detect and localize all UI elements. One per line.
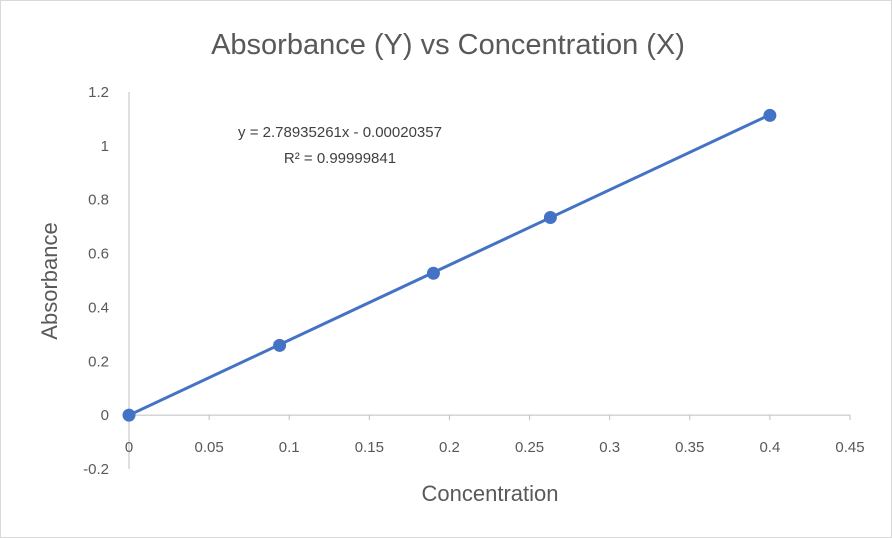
data-point	[122, 408, 136, 422]
trendline	[128, 113, 771, 417]
tick-labels: 0 0.05 0.1 0.15 0.2 0.25 0.3 0.35 0.4 0.45 -0.2 0 0.…	[83, 84, 864, 478]
data-point	[543, 210, 557, 224]
data-point	[426, 266, 440, 280]
trendline-equation: y = 2.78935261x - 0.00020357	[238, 124, 442, 141]
x-tick-label: 0	[125, 439, 133, 456]
x-tick-label: 0.2	[439, 439, 460, 456]
y-axis-title: Absorbance	[37, 222, 62, 339]
data-point	[273, 338, 287, 352]
y-tick-label: 1	[101, 138, 109, 155]
data-point	[763, 108, 777, 122]
x-tick-label: 0.3	[599, 439, 620, 456]
y-tick-label: -0.2	[83, 461, 109, 478]
x-tick-label: 0.15	[355, 439, 384, 456]
y-tick-label: 0.2	[88, 353, 109, 370]
x-tick-label: 0.05	[195, 439, 224, 456]
x-tick-label: 0.45	[835, 439, 864, 456]
y-tick-label: 1.2	[88, 84, 109, 101]
x-tick-label: 0.1	[279, 439, 300, 456]
trendline-r-squared: R² = 0.99999841	[284, 150, 396, 167]
y-tick-label: 0.4	[88, 299, 109, 316]
chart-title: Absorbance (Y) vs Concentration (X)	[211, 29, 685, 61]
y-tick-label: 0	[101, 407, 109, 424]
axes	[128, 92, 851, 469]
x-axis-title: Concentration	[422, 481, 559, 506]
x-tick-label: 0.4	[759, 439, 780, 456]
y-tick-label: 0.8	[88, 192, 109, 209]
y-tick-label: 0.6	[88, 246, 109, 263]
x-tick-label: 0.25	[515, 439, 544, 456]
data-points	[122, 108, 777, 422]
trendline-line	[128, 113, 771, 417]
x-tick-label: 0.35	[675, 439, 704, 456]
